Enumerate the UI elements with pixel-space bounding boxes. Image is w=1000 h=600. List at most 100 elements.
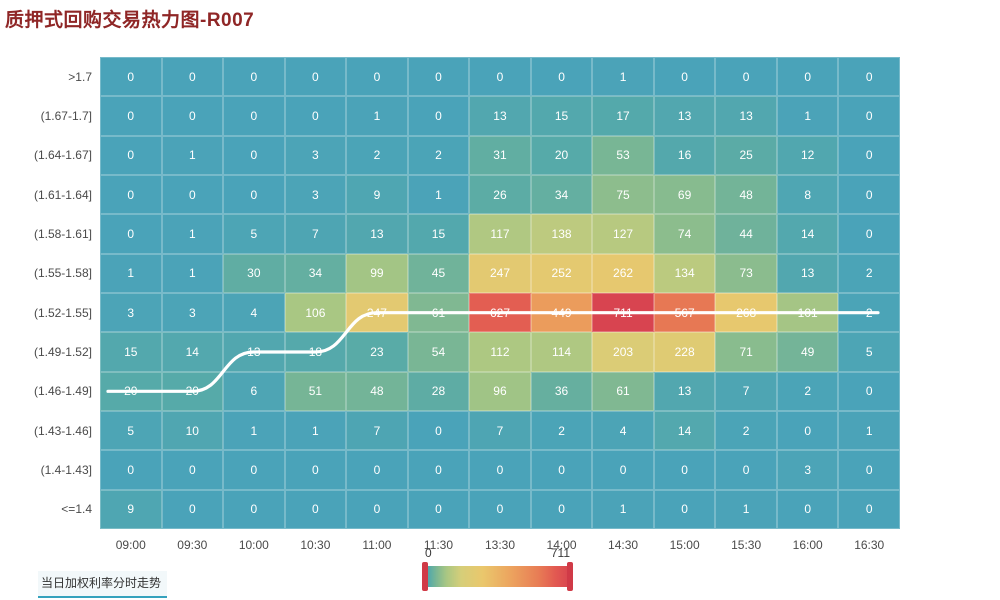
heatmap-cell[interactable]: 99 <box>346 253 408 293</box>
heatmap-cell[interactable]: 0 <box>284 96 347 136</box>
heatmap-cell[interactable]: 10 <box>161 411 224 451</box>
heatmap-cell[interactable]: 268 <box>715 293 777 333</box>
visualmap-handle-min[interactable] <box>422 562 428 591</box>
heatmap-cell[interactable]: 14 <box>776 214 839 254</box>
heatmap-cell[interactable]: 0 <box>776 411 839 451</box>
heatmap-cell[interactable]: 138 <box>530 214 593 254</box>
heatmap-cell[interactable]: 15 <box>530 96 593 136</box>
heatmap-cell[interactable]: 0 <box>161 96 224 136</box>
heatmap-cell[interactable]: 0 <box>346 450 408 490</box>
heatmap-cell[interactable]: 7 <box>715 371 777 411</box>
heatmap-cell[interactable]: 101 <box>776 293 839 333</box>
heatmap-cell[interactable]: 7 <box>346 411 408 451</box>
heatmap-cell[interactable]: 0 <box>223 96 285 136</box>
heatmap-cell[interactable]: 13 <box>223 332 285 372</box>
heatmap-cell[interactable]: 48 <box>715 175 777 215</box>
heatmap-cell[interactable]: 5 <box>838 332 900 372</box>
heatmap-cell[interactable]: 3 <box>284 135 347 175</box>
heatmap-cell[interactable]: 0 <box>592 450 654 490</box>
heatmap-cell[interactable]: 0 <box>838 450 900 490</box>
heatmap-cell[interactable]: 2 <box>407 135 470 175</box>
heatmap-cell[interactable]: 15 <box>100 332 162 372</box>
heatmap-cell[interactable]: 2 <box>838 253 900 293</box>
heatmap-cell[interactable]: 0 <box>838 214 900 254</box>
heatmap-cell[interactable]: 711 <box>592 293 654 333</box>
heatmap-cell[interactable]: 203 <box>592 332 654 372</box>
heatmap-cell[interactable]: 17 <box>592 96 654 136</box>
heatmap-cell[interactable]: 36 <box>530 371 593 411</box>
heatmap-cell[interactable]: 61 <box>407 293 470 333</box>
heatmap-cell[interactable]: 48 <box>346 371 408 411</box>
heatmap-cell[interactable]: 34 <box>284 253 347 293</box>
heatmap-cell[interactable]: 14 <box>161 332 224 372</box>
heatmap-cell[interactable]: 1 <box>776 96 839 136</box>
heatmap-cell[interactable]: 5 <box>100 411 162 451</box>
heatmap-cell[interactable]: 1 <box>592 57 654 97</box>
heatmap-cell[interactable]: 1 <box>161 214 224 254</box>
heatmap-cell[interactable]: 51 <box>284 371 347 411</box>
heatmap-cell[interactable]: 0 <box>284 489 347 529</box>
heatmap-cell[interactable]: 1 <box>284 411 347 451</box>
heatmap-cell[interactable]: 0 <box>100 450 162 490</box>
heatmap-cell[interactable]: 0 <box>653 450 716 490</box>
heatmap-cell[interactable]: 0 <box>407 450 470 490</box>
heatmap-cell[interactable]: 4 <box>592 411 654 451</box>
heatmap-cell[interactable]: 13 <box>346 214 408 254</box>
heatmap-cell[interactable]: 0 <box>530 450 593 490</box>
heatmap-cell[interactable]: 0 <box>100 135 162 175</box>
heatmap-cell[interactable]: 61 <box>592 371 654 411</box>
heatmap-cell[interactable]: 252 <box>530 253 593 293</box>
heatmap-cell[interactable]: 0 <box>346 489 408 529</box>
heatmap-cell[interactable]: 6 <box>223 371 285 411</box>
heatmap-cell[interactable]: 2 <box>346 135 408 175</box>
heatmap-cell[interactable]: 0 <box>469 450 531 490</box>
heatmap-cell[interactable]: 247 <box>346 293 408 333</box>
heatmap-cell[interactable]: 0 <box>838 135 900 175</box>
heatmap-cell[interactable]: 0 <box>530 57 593 97</box>
heatmap-cell[interactable]: 0 <box>838 175 900 215</box>
heatmap-cell[interactable]: 3 <box>284 175 347 215</box>
heatmap-cell[interactable]: 0 <box>223 489 285 529</box>
heatmap-cell[interactable]: 117 <box>469 214 531 254</box>
heatmap-cell[interactable]: 114 <box>530 332 593 372</box>
heatmap-cell[interactable]: 0 <box>223 135 285 175</box>
heatmap-cell[interactable]: 2 <box>838 293 900 333</box>
heatmap-cell[interactable]: 26 <box>469 175 531 215</box>
heatmap-cell[interactable]: 1 <box>592 489 654 529</box>
heatmap-cell[interactable]: 1 <box>161 253 224 293</box>
heatmap-cell[interactable]: 0 <box>407 489 470 529</box>
heatmap-cell[interactable]: 228 <box>653 332 716 372</box>
heatmap-cell[interactable]: 0 <box>223 450 285 490</box>
heatmap-cell[interactable]: 14 <box>653 411 716 451</box>
heatmap-cell[interactable]: 1 <box>346 96 408 136</box>
heatmap-cell[interactable]: 0 <box>715 450 777 490</box>
visualmap-gradient-bar[interactable] <box>425 566 570 587</box>
heatmap-cell[interactable]: 134 <box>653 253 716 293</box>
heatmap-cell[interactable]: 0 <box>284 450 347 490</box>
heatmap-cell[interactable]: 13 <box>776 253 839 293</box>
heatmap-cell[interactable]: 0 <box>776 489 839 529</box>
heatmap-cell[interactable]: 54 <box>407 332 470 372</box>
visualmap-handle-max[interactable] <box>567 562 573 591</box>
heatmap-cell[interactable]: 127 <box>592 214 654 254</box>
heatmap-cell[interactable]: 0 <box>407 57 470 97</box>
heatmap-cell[interactable]: 2 <box>715 411 777 451</box>
heatmap-cell[interactable]: 7 <box>469 411 531 451</box>
heatmap-cell[interactable]: 0 <box>407 411 470 451</box>
heatmap-cell[interactable]: 8 <box>776 175 839 215</box>
heatmap-cell[interactable]: 49 <box>776 332 839 372</box>
heatmap-cell[interactable]: 1 <box>407 175 470 215</box>
heatmap-cell[interactable]: 0 <box>653 489 716 529</box>
heatmap-cell[interactable]: 20 <box>530 135 593 175</box>
heatmap-cell[interactable]: 0 <box>469 489 531 529</box>
heatmap-cell[interactable]: 13 <box>653 371 716 411</box>
heatmap-cell[interactable]: 0 <box>838 489 900 529</box>
heatmap-cell[interactable]: 0 <box>100 175 162 215</box>
heatmap-cell[interactable]: 1 <box>161 135 224 175</box>
heatmap-cell[interactable]: 0 <box>100 96 162 136</box>
heatmap-cell[interactable]: 20 <box>161 371 224 411</box>
heatmap-cell[interactable]: 75 <box>592 175 654 215</box>
heatmap-cell[interactable]: 96 <box>469 371 531 411</box>
heatmap-cell[interactable]: 0 <box>284 57 347 97</box>
heatmap-cell[interactable]: 3 <box>100 293 162 333</box>
